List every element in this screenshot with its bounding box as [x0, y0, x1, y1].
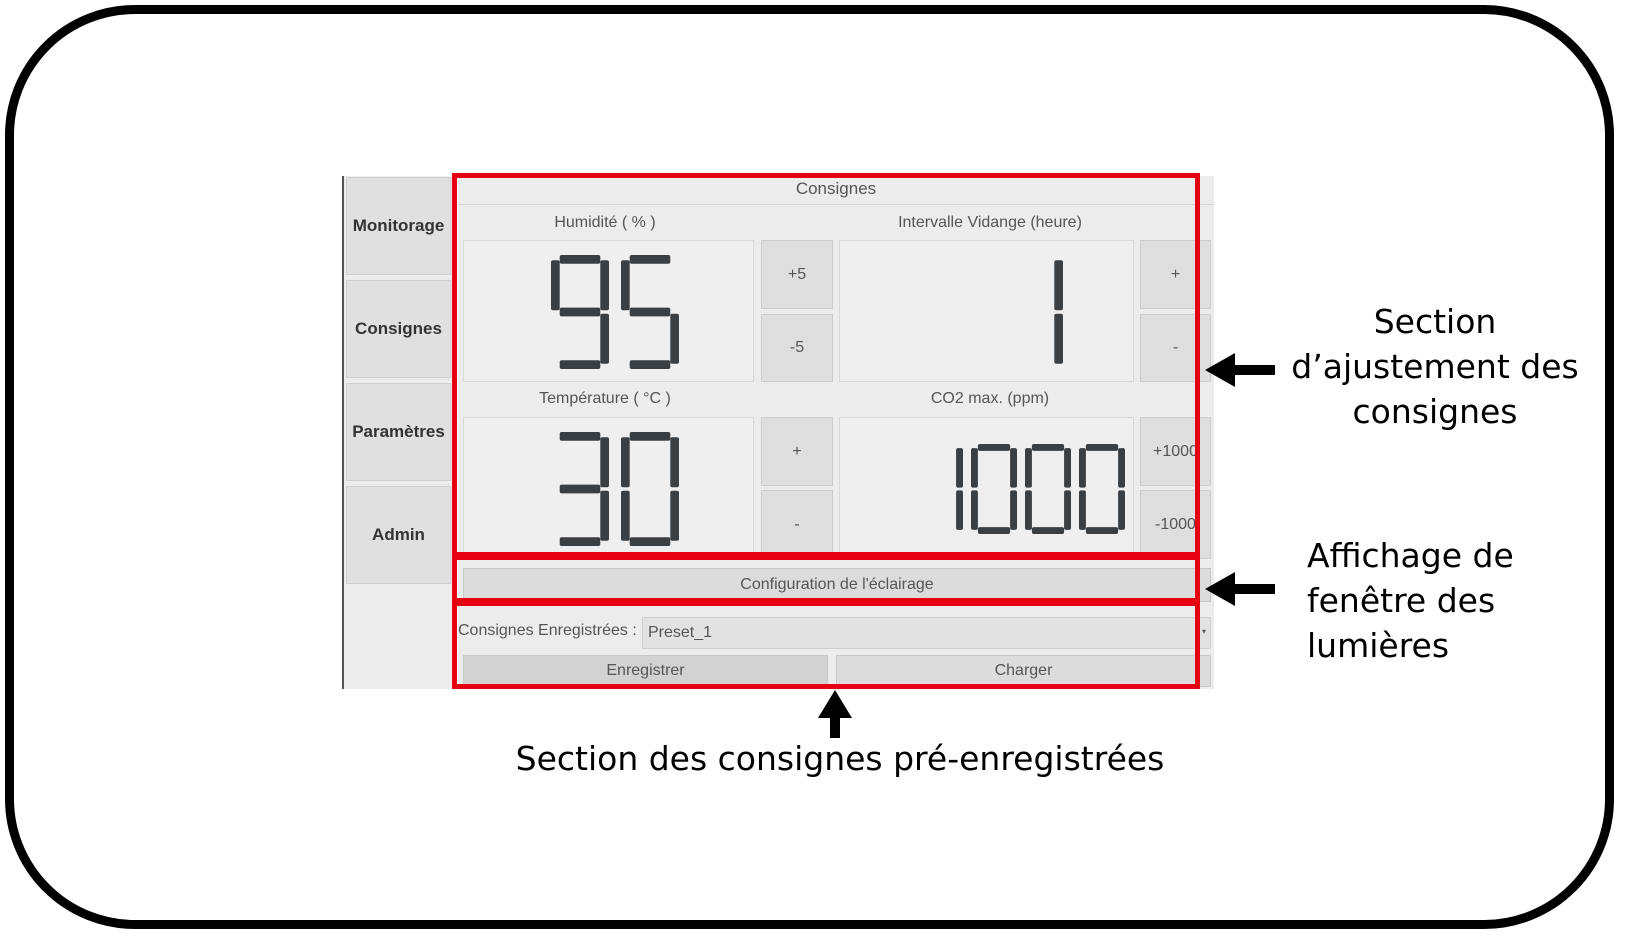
- page-title: Consignes: [795, 179, 877, 198]
- digit-segment: [1031, 444, 1065, 451]
- digit-segment: [559, 432, 601, 441]
- sidebar-item-consignes[interactable]: Consignes: [346, 280, 451, 378]
- digit-segment: [1025, 448, 1032, 488]
- save-preset-button[interactable]: Enregistrer: [463, 655, 828, 687]
- arrow-left-icon: [1205, 353, 1275, 387]
- digit-segment: [621, 260, 630, 311]
- digit-segment: [600, 260, 609, 311]
- temperature-label: Température ( °C ): [539, 390, 671, 407]
- drain-plus-button[interactable]: +: [1140, 240, 1211, 309]
- digit-segment: [629, 537, 671, 546]
- digit-segment: [971, 448, 978, 488]
- digit-segment: [977, 527, 1011, 534]
- sidebar: Monitorage Consignes Paramètres Admin: [342, 176, 452, 689]
- digit-segment: [956, 490, 963, 530]
- digit-segment: [600, 490, 609, 541]
- load-preset-button[interactable]: Charger: [836, 655, 1211, 687]
- digit-segment: [1079, 490, 1086, 530]
- humidity-minus-button[interactable]: -5: [761, 314, 833, 382]
- digit-segment: [670, 490, 679, 541]
- annotation-lights: Affichage de fenêtre des lumières: [1307, 536, 1514, 665]
- digit-segment: [600, 313, 609, 364]
- digit-segment: [559, 360, 601, 369]
- lighting-config-button[interactable]: Configuration de l'éclairage: [463, 568, 1211, 602]
- sidebar-item-parametres[interactable]: Paramètres: [346, 383, 451, 481]
- digit-segment: [621, 437, 630, 488]
- drain-interval-label: Intervalle Vidange (heure): [898, 214, 1082, 231]
- presets-label: Consignes Enregistrées :: [458, 622, 637, 639]
- digit-segment: [600, 437, 609, 488]
- digit-segment: [1025, 490, 1032, 530]
- co2-display: [839, 417, 1134, 559]
- temperature-minus-button[interactable]: -: [761, 490, 833, 559]
- digit-segment: [559, 484, 601, 494]
- digit-segment: [629, 255, 671, 264]
- digit-segment: [971, 490, 978, 530]
- temperature-display: [463, 417, 754, 559]
- digit-segment: [559, 537, 601, 546]
- digit-segment: [670, 437, 679, 488]
- preset-select[interactable]: Preset_1 ▾: [642, 617, 1211, 649]
- main-panel: Consignes Humidité ( % ) +5 -5 Intervall…: [458, 176, 1214, 689]
- arrow-up-icon: [818, 690, 852, 738]
- humidity-plus-button[interactable]: +5: [761, 240, 833, 309]
- digit-segment: [629, 360, 671, 369]
- digit-segment: [956, 448, 963, 488]
- digit-segment: [1085, 527, 1119, 534]
- drain-interval-value-digits: [1054, 260, 1063, 364]
- digit-segment: [1054, 260, 1063, 311]
- digit-segment: [1064, 448, 1071, 488]
- digit-segment: [1079, 448, 1086, 488]
- chevron-down-icon: ▾: [1201, 627, 1206, 636]
- digit-segment: [629, 432, 671, 441]
- digit-segment: [1118, 448, 1125, 488]
- co2-label: CO2 max. (ppm): [930, 390, 1050, 407]
- preset-selected-value: Preset_1: [648, 624, 713, 641]
- digit-segment: [1010, 448, 1017, 488]
- temperature-value-digits: [559, 432, 679, 546]
- digit-segment: [559, 255, 601, 264]
- temperature-plus-button[interactable]: +: [761, 417, 833, 486]
- digit-segment: [1085, 444, 1119, 451]
- co2-value-digits: [956, 444, 1125, 534]
- digit-segment: [1010, 490, 1017, 530]
- digit-segment: [1031, 527, 1065, 534]
- co2-plus-button[interactable]: +1000: [1140, 417, 1211, 486]
- humidity-value-digits: [551, 255, 679, 369]
- annotation-presets: Section des consignes pré-enregistrées: [515, 739, 1165, 778]
- digit-segment: [1064, 490, 1071, 530]
- digit-segment: [551, 260, 560, 311]
- digit-segment: [670, 313, 679, 364]
- digit-segment: [559, 307, 601, 317]
- drain-interval-display: [839, 240, 1134, 382]
- humidity-label: Humidité ( % ): [554, 214, 656, 231]
- digit-segment: [1118, 490, 1125, 530]
- digit-segment: [977, 444, 1011, 451]
- humidity-display: [463, 240, 754, 382]
- sidebar-item-monitorage[interactable]: Monitorage: [346, 177, 451, 275]
- divider: [458, 204, 1214, 205]
- co2-minus-button[interactable]: -1000: [1140, 490, 1211, 559]
- digit-segment: [629, 307, 671, 317]
- sidebar-item-admin[interactable]: Admin: [346, 486, 451, 584]
- annotation-adjust: Section d’ajustement des consignes: [1291, 302, 1579, 431]
- digit-segment: [1054, 313, 1063, 364]
- digit-segment: [621, 490, 630, 541]
- arrow-left-icon: [1205, 572, 1275, 606]
- drain-minus-button[interactable]: -: [1140, 314, 1211, 382]
